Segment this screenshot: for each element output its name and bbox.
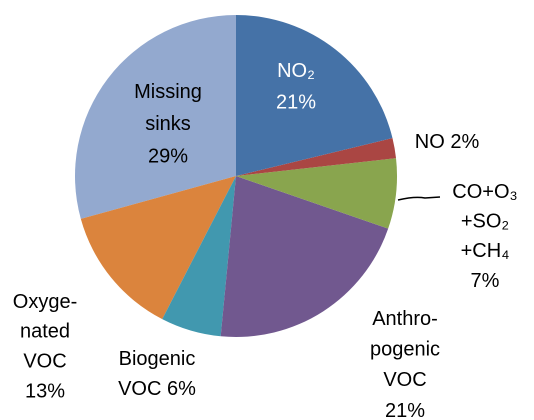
slice-label-line: CO+O₃ <box>452 181 517 203</box>
slice-label-line: +SO₂ <box>461 211 509 233</box>
leader-line <box>397 196 441 201</box>
slice-label-line: NO₂ <box>277 60 315 82</box>
pie-slice <box>74 15 237 219</box>
slice-value-label: 21% <box>276 91 316 113</box>
slice-label-line: Missing <box>134 81 202 103</box>
slice-label-line: Oxyge- <box>13 291 77 313</box>
slice-label: +CH₄ <box>461 240 510 262</box>
slice-label-line: nated <box>20 321 70 343</box>
pie-slice <box>236 158 397 229</box>
pie-slice <box>236 15 393 176</box>
slice-label: Biogenic <box>119 348 196 370</box>
pie-slice <box>80 176 236 320</box>
slice-value-label: 6% <box>167 378 196 400</box>
slice-label: NO₂ <box>277 60 315 82</box>
pie-slice <box>220 176 389 337</box>
slice-value-label: 7% <box>471 270 500 292</box>
slice-label: sinks <box>145 113 191 135</box>
slice-value-label: 21% <box>385 400 425 420</box>
slice-label: +SO₂ <box>461 211 509 233</box>
slice-value-label: 13% <box>25 380 65 402</box>
slice-label: CO+O₃ <box>452 181 517 203</box>
pie-slice <box>236 138 397 176</box>
slice-label-line: Biogenic <box>119 348 196 370</box>
slice-label-line: VOC <box>23 351 66 373</box>
slice-label-line: pogenic <box>370 339 440 361</box>
slice-label-line: VOC <box>118 378 161 400</box>
slice-label-line: sinks <box>145 113 191 135</box>
slice-label: pogenic <box>370 339 440 361</box>
slice-label: VOC 6% <box>118 378 196 400</box>
slice-value-label: 29% <box>148 145 188 167</box>
slice-value-label: 2% <box>450 131 479 153</box>
slice-label: VOC <box>23 351 66 373</box>
slice-label: nated <box>20 321 70 343</box>
slice-label-line: +CH₄ <box>461 240 510 262</box>
slice-label: Oxyge- <box>13 291 77 313</box>
slice-label-line: NO <box>415 131 445 153</box>
pie-slice <box>162 176 236 337</box>
slice-label-line: VOC <box>383 369 426 391</box>
slice-label: NO 2% <box>415 131 480 153</box>
slice-label-line: Anthro- <box>372 308 438 330</box>
slice-label: VOC <box>383 369 426 391</box>
slice-label: Anthro- <box>372 308 438 330</box>
slice-label: Missing <box>134 81 202 103</box>
